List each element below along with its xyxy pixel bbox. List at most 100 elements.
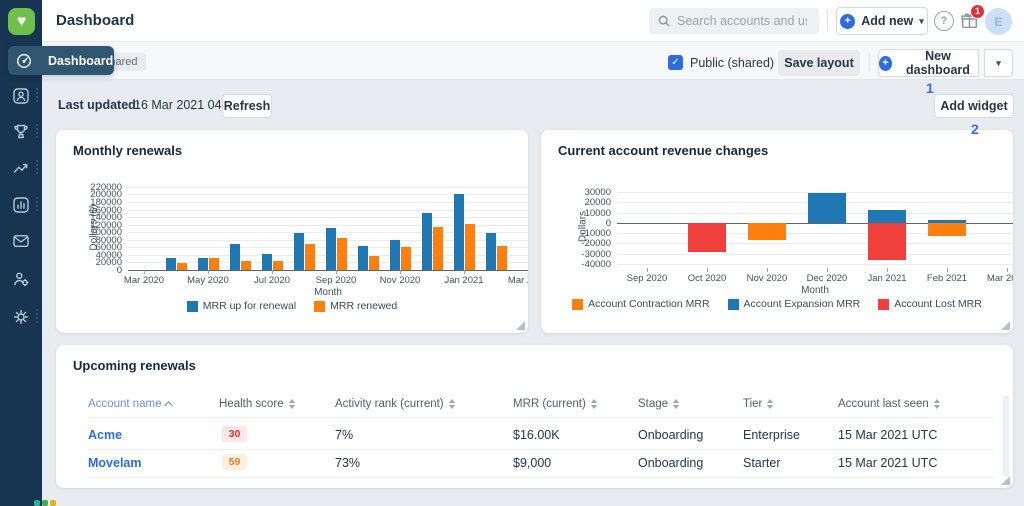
resize-handle[interactable] <box>1001 476 1010 485</box>
legend-item[interactable]: MRR renewed <box>314 300 397 312</box>
user-avatar[interactable]: E <box>985 8 1012 35</box>
column-header-mrr[interactable]: MRR (current) <box>513 398 597 410</box>
new-dashboard-button[interactable]: + New dashboard <box>878 49 979 77</box>
sidebar-item-reports[interactable] <box>11 195 31 215</box>
sidebar-item-accounts[interactable] <box>11 86 31 106</box>
new-dashboard-label: New dashboard <box>898 49 978 77</box>
drag-handle[interactable] <box>36 309 39 325</box>
y-axis-tick-label: -40000 <box>567 259 611 270</box>
cell-activity: 73% <box>335 456 360 470</box>
chart-legend: MRR up for renewal MRR renewed <box>56 300 528 312</box>
legend-swatch <box>728 299 739 310</box>
drag-handle[interactable] <box>36 88 39 104</box>
global-search[interactable] <box>649 8 819 34</box>
sort-icon <box>591 399 597 409</box>
add-widget-button[interactable]: Add widget <box>934 94 1014 118</box>
sort-icon <box>767 399 773 409</box>
chevron-down-icon: ▾ <box>996 58 1001 69</box>
bar-mrr-up-for-renewal <box>198 258 208 270</box>
x-axis-tick <box>827 268 828 272</box>
sidebar-item-conversations[interactable] <box>11 231 31 251</box>
app-logo[interactable]: ♥ <box>8 8 35 35</box>
column-header-account[interactable]: Account name <box>88 398 173 410</box>
sort-icon <box>673 399 679 409</box>
legend-item[interactable]: Account Lost MRR <box>878 298 982 310</box>
column-header-activity[interactable]: Activity rank (current) <box>335 398 455 410</box>
sort-asc-icon <box>164 401 172 409</box>
widget-title: Current account revenue changes <box>558 143 768 158</box>
bar-account-expansion-mrr <box>808 193 846 223</box>
x-axis-tick <box>707 268 708 272</box>
search-input[interactable] <box>677 14 807 28</box>
x-axis-tick <box>208 270 209 274</box>
app: ♥ Dashbo <box>0 0 1024 506</box>
sidebar: ♥ <box>0 0 42 506</box>
legend-swatch <box>878 299 889 310</box>
sort-icon <box>449 399 455 409</box>
new-dashboard-menu-button[interactable]: ▾ <box>984 49 1013 77</box>
column-header-tier[interactable]: Tier <box>743 398 773 410</box>
save-layout-label: Save layout <box>784 56 853 70</box>
add-widget-label: Add widget <box>940 99 1007 113</box>
sidebar-item-trends[interactable] <box>11 158 31 178</box>
gridline <box>128 217 528 218</box>
x-axis-tick-label: Sep 2020 <box>304 275 368 286</box>
y-axis-tick-label: 30000 <box>567 187 611 198</box>
legend-label: Account Contraction MRR <box>588 298 709 310</box>
sidebar-item-success[interactable] <box>11 122 31 142</box>
accounts-icon <box>11 86 31 106</box>
bar-mrr-up-for-renewal <box>262 254 272 270</box>
legend-item[interactable]: Account Expansion MRR <box>728 298 861 310</box>
bar-mrr-up-for-renewal <box>390 240 400 270</box>
column-header-last_seen[interactable]: Account last seen <box>838 398 940 410</box>
legend-item[interactable]: MRR up for renewal <box>187 300 296 312</box>
cell-account[interactable]: Movelam <box>88 456 142 470</box>
add-new-button[interactable]: + Add new ▾ <box>836 7 928 35</box>
bar-account-expansion-mrr <box>928 220 966 223</box>
bar-mrr-up-for-renewal <box>422 213 432 270</box>
legend-item[interactable]: Account Contraction MRR <box>572 298 709 310</box>
x-axis-tick-label: Jul 2020 <box>240 275 304 286</box>
sidebar-item-team[interactable] <box>11 269 31 289</box>
y-axis-tick-label: -10000 <box>567 228 611 239</box>
bar-mrr-renewed <box>369 256 379 270</box>
header-divider <box>827 10 828 32</box>
bar-mrr-up-for-renewal <box>166 258 176 270</box>
table-scrollbar[interactable] <box>1003 395 1009 477</box>
gridline <box>128 210 528 211</box>
column-label: Activity rank (current) <box>335 398 444 410</box>
resize-handle[interactable] <box>516 321 525 330</box>
widget-title: Upcoming renewals <box>73 358 196 373</box>
cell-last_seen: 15 Mar 2021 UTC <box>838 456 937 470</box>
widget-revenue-changes: Current account revenue changes -40000-3… <box>541 130 1013 333</box>
gridline <box>617 254 1013 255</box>
public-shared-checkbox[interactable]: ✓ <box>668 55 683 70</box>
save-layout-button[interactable]: Save layout <box>778 50 860 76</box>
help-button[interactable]: ? <box>934 11 954 31</box>
x-axis-tick-label: Nov 2020 <box>368 275 432 286</box>
drag-handle[interactable] <box>36 124 39 140</box>
x-axis-tick <box>647 268 648 272</box>
column-header-health[interactable]: Health score <box>219 398 295 410</box>
plus-icon: + <box>840 14 855 29</box>
column-label: MRR (current) <box>513 398 586 410</box>
refresh-label: Refresh <box>224 99 271 113</box>
refresh-button[interactable]: Refresh <box>222 94 272 118</box>
bar-account-lost-mrr <box>868 223 906 260</box>
cell-health: 30 <box>222 426 247 442</box>
widget-monthly-renewals: Monthly renewals 02000040000600008000010… <box>56 130 528 333</box>
gear-icon <box>11 307 31 327</box>
column-header-stage[interactable]: Stage <box>638 398 679 410</box>
sidebar-item-settings[interactable] <box>11 307 31 327</box>
cell-account[interactable]: Acme <box>88 428 122 442</box>
upcoming-renewals-table: Account name Health score Activity rank (c… <box>56 345 1013 488</box>
column-label: Account name <box>88 398 162 410</box>
resize-handle[interactable] <box>1001 321 1010 330</box>
column-label: Stage <box>638 398 668 410</box>
drag-handle[interactable] <box>36 160 39 176</box>
widget-upcoming-renewals: Upcoming renewals Account name Health sco… <box>56 345 1013 488</box>
bar-mrr-up-for-renewal <box>230 244 240 270</box>
sidebar-item-dashboard-active[interactable]: Dashboard <box>8 46 114 75</box>
drag-handle[interactable] <box>36 197 39 213</box>
legend-swatch <box>314 301 325 312</box>
